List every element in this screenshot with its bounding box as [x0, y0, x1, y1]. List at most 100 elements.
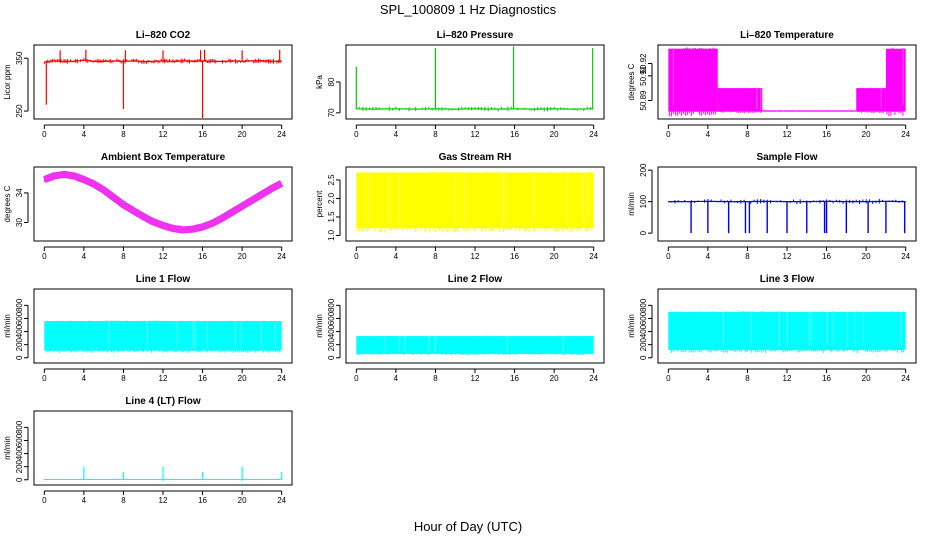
- y-axis-label: Licor ppm: [3, 64, 12, 99]
- x-tick-label: 8: [121, 252, 126, 261]
- y-tick-label: 1.5: [327, 211, 336, 223]
- x-tick-label: 24: [901, 252, 910, 261]
- x-tick-label: 12: [159, 496, 168, 505]
- x-tick-label: 16: [822, 130, 831, 139]
- x-tick-label: 4: [394, 374, 399, 383]
- x-tick-label: 0: [42, 252, 47, 261]
- x-tick-label: 20: [550, 130, 559, 139]
- x-tick-label: 0: [666, 252, 671, 261]
- x-tick-label: 8: [745, 130, 750, 139]
- y-tick-label: 200: [639, 337, 648, 351]
- y-tick-label: 0: [327, 355, 336, 360]
- x-tick-label: 12: [783, 130, 792, 139]
- x-tick-label: 20: [238, 496, 247, 505]
- x-tick-label: 16: [510, 130, 519, 139]
- plot-area: [43, 466, 283, 482]
- y-tick-label: 0: [15, 477, 24, 482]
- y-axis-label: percent: [315, 190, 324, 217]
- x-tick-label: 0: [666, 374, 671, 383]
- x-tick-label: 16: [198, 374, 207, 383]
- x-tick-label: 4: [706, 130, 711, 139]
- panel-3: Li–820 Temperature 0 4 8 12 16 20 24 50.89 50.915…: [627, 30, 917, 139]
- y-tick-label: 600: [15, 311, 24, 325]
- x-tick-label: 8: [121, 130, 126, 139]
- panel-title: Li–820 CO2: [136, 30, 191, 41]
- plot-area: [668, 311, 906, 353]
- panel-title: Ambient Box Temperature: [101, 152, 226, 163]
- x-tick-label: 24: [277, 496, 286, 505]
- x-tick-label: 24: [277, 130, 286, 139]
- x-tick-label: 12: [783, 252, 792, 261]
- y-tick-label: 600: [639, 311, 648, 325]
- panel-frame: [345, 166, 605, 242]
- panel-frame: [657, 44, 917, 120]
- x-tick-label: 12: [159, 130, 168, 139]
- x-tick-label: 12: [471, 252, 480, 261]
- x-tick-label: 0: [666, 130, 671, 139]
- y-tick-label: 50.92: [639, 53, 648, 74]
- x-tick-label: 20: [238, 374, 247, 383]
- panel-title: Line 2 Flow: [448, 274, 503, 285]
- y-tick-label: 200: [327, 337, 336, 351]
- x-tick-label: 20: [550, 252, 559, 261]
- panel-frame: [33, 410, 293, 486]
- x-tick-label: 0: [42, 496, 47, 505]
- panel-frame: [657, 288, 917, 364]
- x-tick-label: 24: [589, 252, 598, 261]
- x-tick-label: 16: [822, 374, 831, 383]
- y-tick-label: 200: [15, 459, 24, 473]
- plot-area: [43, 170, 284, 234]
- x-tick-label: 8: [433, 374, 438, 383]
- x-tick-label: 4: [82, 374, 87, 383]
- panel-4: Ambient Box Temperature 0 4 8 12 16 20 24 30 34de…: [3, 152, 293, 261]
- plot-area: [43, 49, 282, 118]
- y-tick-label: 34: [15, 188, 24, 197]
- x-tick-label: 16: [510, 374, 519, 383]
- y-tick-label: 800: [327, 298, 336, 312]
- panel-5: Gas Stream RH 0 4 8 12 16 20 24 1.0 1.5 2.0 2.5perc…: [315, 152, 605, 261]
- panel-frame: [33, 166, 293, 242]
- x-tick-label: 12: [159, 374, 168, 383]
- x-tick-label: 20: [238, 252, 247, 261]
- y-tick-label: 70: [327, 108, 336, 117]
- x-tick-label: 8: [745, 252, 750, 261]
- x-tick-label: 0: [42, 374, 47, 383]
- y-tick-label: 350: [15, 51, 24, 65]
- figure-title: SPL_100809 1 Hz Diagnostics: [380, 2, 557, 17]
- y-axis-label: ml/min: [315, 314, 324, 338]
- y-tick-label: 800: [15, 420, 24, 434]
- x-tick-label: 8: [745, 374, 750, 383]
- panel-frame: [657, 166, 917, 242]
- x-tick-label: 0: [354, 374, 359, 383]
- x-tick-label: 4: [82, 130, 87, 139]
- x-tick-label: 12: [159, 252, 168, 261]
- plot-area: [667, 198, 906, 234]
- x-tick-label: 0: [354, 130, 359, 139]
- x-tick-label: 4: [394, 252, 399, 261]
- y-axis-label: ml/min: [3, 314, 12, 338]
- panel-frame: [33, 288, 293, 364]
- x-tick-label: 4: [706, 252, 711, 261]
- x-tick-label: 8: [433, 130, 438, 139]
- x-tick-label: 4: [706, 374, 711, 383]
- plot-area: [44, 320, 282, 353]
- x-tick-label: 8: [121, 496, 126, 505]
- panel-title: Line 1 Flow: [136, 274, 191, 285]
- panel-title: Gas Stream RH: [439, 152, 512, 163]
- x-tick-label: 8: [433, 252, 438, 261]
- y-axis-label: ml/min: [627, 192, 636, 216]
- x-tick-label: 16: [822, 252, 831, 261]
- panel-title: Sample Flow: [756, 152, 817, 163]
- x-tick-label: 24: [277, 252, 286, 261]
- y-axis-label: degrees C: [627, 63, 636, 100]
- panel-9: Line 3 Flow 0 4 8 12 16 20 24 0 200400600800ml/mi…: [627, 274, 917, 383]
- x-tick-label: 12: [471, 130, 480, 139]
- x-tick-label: 24: [901, 130, 910, 139]
- panel-8: Line 2 Flow 0 4 8 12 16 20 24 0 200400600800ml/mi…: [315, 274, 605, 383]
- y-tick-label: 800: [639, 298, 648, 312]
- x-tick-label: 24: [901, 374, 910, 383]
- y-tick-label: 400: [15, 324, 24, 338]
